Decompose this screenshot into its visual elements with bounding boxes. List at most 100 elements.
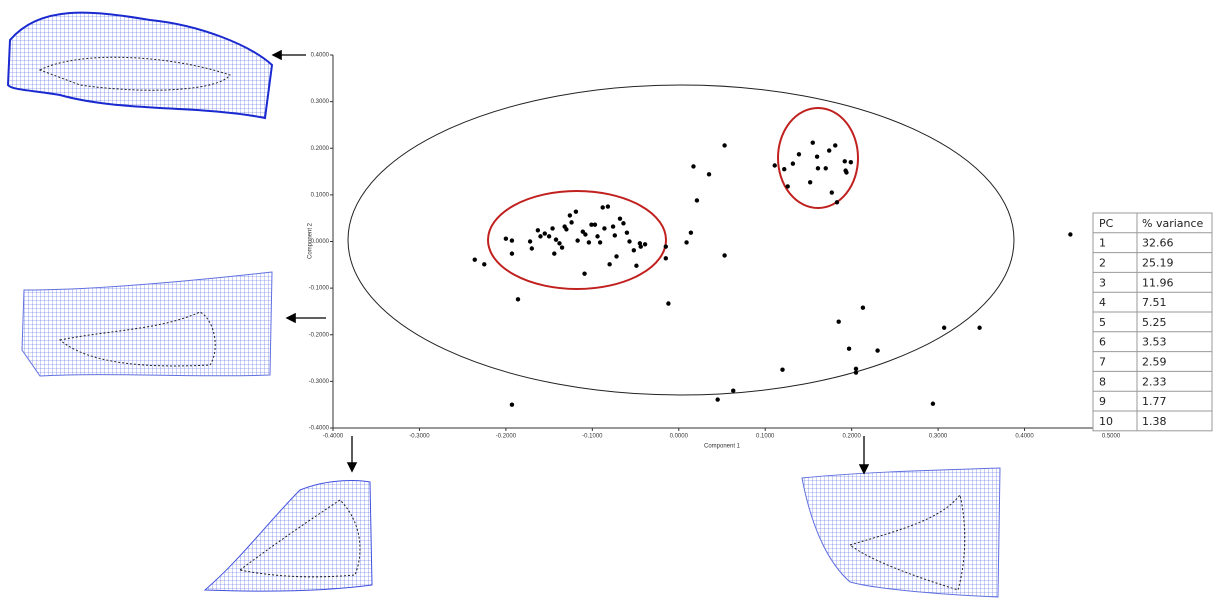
point bbox=[790, 161, 796, 166]
point bbox=[482, 262, 487, 267]
y-tick-label: 0.2000 bbox=[311, 146, 330, 152]
y-tick-label: -0.3000 bbox=[309, 379, 330, 385]
point bbox=[617, 216, 623, 221]
point bbox=[621, 221, 626, 226]
point bbox=[553, 237, 559, 242]
y-tick-label: -0.4000 bbox=[309, 426, 330, 432]
x-tick-label: 0.4000 bbox=[1015, 434, 1034, 440]
point bbox=[722, 253, 727, 258]
point bbox=[610, 224, 616, 229]
point bbox=[842, 159, 847, 164]
point bbox=[509, 402, 515, 407]
point bbox=[538, 234, 543, 239]
point bbox=[829, 190, 834, 195]
point bbox=[550, 226, 555, 231]
x-tick-label: -0.2000 bbox=[496, 434, 517, 440]
table-cell: 32.66 bbox=[1142, 237, 1174, 250]
point bbox=[634, 263, 639, 268]
point bbox=[834, 200, 840, 205]
point bbox=[557, 241, 562, 246]
mesh-2 bbox=[21, 271, 273, 377]
point bbox=[564, 227, 569, 232]
point bbox=[731, 388, 736, 393]
point bbox=[595, 234, 600, 239]
x-tick-label: 0.0000 bbox=[670, 434, 689, 440]
x-tick-label: 0.2000 bbox=[842, 434, 861, 440]
point bbox=[600, 205, 605, 210]
point bbox=[631, 248, 637, 253]
table-cell: 2 bbox=[1099, 257, 1106, 270]
point bbox=[691, 164, 696, 169]
mesh-4-outline bbox=[848, 493, 966, 591]
table-cell: 9 bbox=[1099, 395, 1106, 408]
x-tick-label: -0.3000 bbox=[409, 434, 430, 440]
point bbox=[589, 222, 594, 227]
point bbox=[575, 238, 580, 243]
point bbox=[875, 348, 880, 353]
point bbox=[527, 239, 533, 244]
y-tick-label: 0.0000 bbox=[311, 239, 330, 245]
mesh-1 bbox=[6, 11, 274, 120]
point bbox=[602, 226, 607, 231]
mesh-4 bbox=[801, 467, 1001, 598]
table-cell: 10 bbox=[1099, 415, 1113, 428]
point bbox=[559, 245, 565, 250]
point bbox=[688, 230, 694, 235]
point bbox=[612, 233, 618, 238]
mesh-3 bbox=[203, 480, 373, 592]
table-cell: 25.19 bbox=[1142, 257, 1174, 270]
point bbox=[836, 319, 841, 324]
table-cell: 3 bbox=[1099, 276, 1106, 289]
point bbox=[627, 239, 632, 244]
y-tick-label: 0.4000 bbox=[311, 53, 330, 59]
table-cell: 1.77 bbox=[1142, 395, 1167, 408]
group-ellipse bbox=[777, 107, 859, 209]
point bbox=[772, 163, 777, 168]
point bbox=[1068, 232, 1073, 237]
point bbox=[605, 204, 611, 209]
point bbox=[642, 242, 648, 247]
point bbox=[583, 232, 588, 237]
point bbox=[573, 209, 579, 214]
point bbox=[535, 228, 541, 233]
point bbox=[810, 140, 815, 145]
table-cell: 5 bbox=[1099, 316, 1106, 329]
table-cell: 2.59 bbox=[1142, 356, 1167, 369]
point bbox=[977, 325, 982, 330]
y-axis-label: Component 2 bbox=[308, 222, 314, 259]
point bbox=[567, 213, 573, 218]
point bbox=[597, 240, 603, 245]
y-tick-label: 0.3000 bbox=[311, 99, 330, 105]
table-cell: 7 bbox=[1099, 356, 1106, 369]
point bbox=[826, 148, 832, 153]
x-tick-label: 0.3000 bbox=[929, 434, 948, 440]
deformation-grids bbox=[6, 11, 1001, 598]
point bbox=[694, 198, 700, 203]
y-tick-label: 0.1000 bbox=[311, 192, 330, 198]
table-cell: 2.33 bbox=[1142, 375, 1167, 388]
table-cell: 6 bbox=[1099, 336, 1106, 349]
x-tick-label: -0.4000 bbox=[323, 434, 344, 440]
point bbox=[607, 262, 612, 267]
point bbox=[853, 370, 859, 375]
point bbox=[529, 246, 535, 251]
point bbox=[542, 231, 547, 236]
point bbox=[722, 143, 727, 148]
point bbox=[853, 366, 859, 371]
point bbox=[848, 160, 854, 165]
point bbox=[592, 222, 598, 227]
point bbox=[569, 220, 574, 225]
point bbox=[624, 230, 630, 235]
point bbox=[860, 305, 866, 310]
point bbox=[785, 184, 790, 189]
point bbox=[706, 172, 712, 177]
x-tick-label: 0.1000 bbox=[756, 434, 775, 440]
point bbox=[815, 166, 821, 171]
point bbox=[509, 238, 515, 243]
x-tick-label: 0.5000 bbox=[1102, 434, 1121, 440]
table-cell: 3.53 bbox=[1142, 336, 1167, 349]
table-cell: 7.51 bbox=[1142, 296, 1167, 309]
point bbox=[796, 152, 802, 157]
mesh-2-outline bbox=[58, 311, 216, 367]
